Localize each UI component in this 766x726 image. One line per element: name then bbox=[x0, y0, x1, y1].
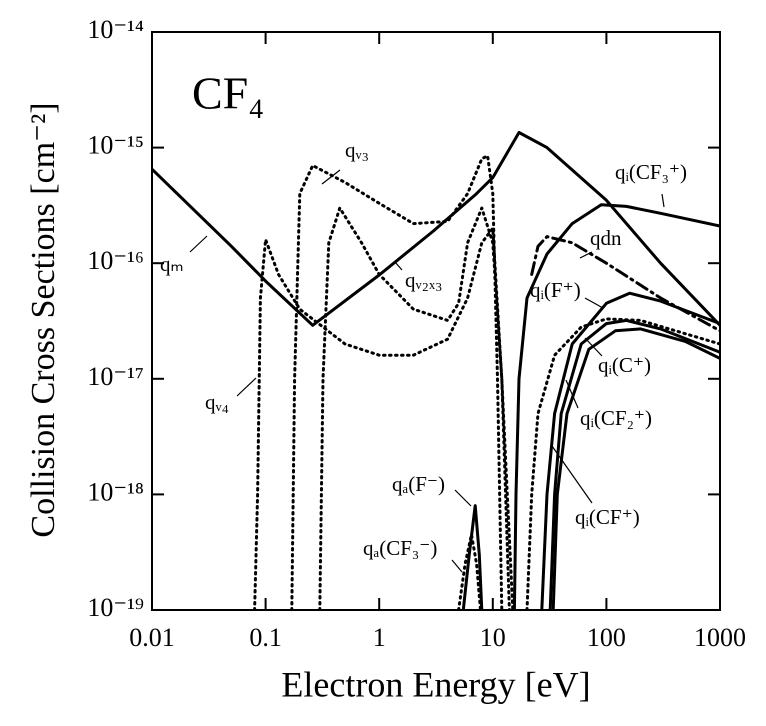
series-label: qᵥ₄ bbox=[205, 390, 229, 414]
label-leader bbox=[584, 297, 604, 309]
series-line bbox=[253, 226, 511, 610]
plot-frame bbox=[151, 31, 721, 611]
y-tick-label: 10⁻¹⁵ bbox=[87, 131, 144, 160]
x-tick-label: 1000 bbox=[694, 623, 746, 652]
label-leader bbox=[236, 377, 257, 397]
x-tick-label: 0.1 bbox=[249, 623, 282, 652]
y-tick-label: 10⁻¹⁷ bbox=[87, 362, 144, 391]
series-label: qₘ bbox=[160, 252, 184, 276]
series-label: qᵢ(C⁺) bbox=[598, 353, 651, 377]
y-tick-label: 10⁻¹⁹ bbox=[87, 593, 144, 622]
x-tick-label: 1 bbox=[373, 623, 386, 652]
label-leader bbox=[321, 169, 341, 185]
series-label: qᵥ₂ₓ₃ bbox=[405, 268, 442, 292]
curves bbox=[152, 131, 720, 610]
series-line bbox=[551, 327, 720, 610]
y-tick-label: 10⁻¹⁴ bbox=[87, 15, 144, 44]
label-leader bbox=[451, 559, 463, 573]
y-axis-label: Collision Cross Sections [cm⁻²] bbox=[25, 102, 62, 537]
x-tick-label: 100 bbox=[587, 623, 626, 652]
series-line bbox=[318, 206, 515, 610]
label-leader bbox=[454, 489, 472, 507]
series-label: qᵢ(CF₃⁺) bbox=[615, 160, 687, 184]
series-label: qᵥ₃ bbox=[345, 138, 369, 162]
series-line bbox=[290, 154, 504, 610]
series-line bbox=[457, 533, 482, 610]
series-label: qdn bbox=[590, 226, 622, 250]
series-line bbox=[548, 318, 720, 610]
series-label: qᵢ(F⁺) bbox=[530, 278, 581, 302]
label-leader bbox=[584, 337, 603, 357]
label-leader bbox=[394, 261, 403, 271]
series-label: qᵢ(CF₂⁺) bbox=[580, 406, 652, 430]
series-line bbox=[152, 131, 720, 327]
label-leader bbox=[661, 193, 665, 208]
y-tick-label: 10⁻¹⁶ bbox=[87, 246, 144, 275]
label-leader bbox=[189, 235, 208, 253]
series-label: qₐ(F⁻) bbox=[392, 472, 445, 496]
series-line bbox=[461, 504, 484, 610]
label-leader bbox=[551, 445, 593, 504]
chart-title: CF₄ bbox=[192, 68, 264, 119]
x-axis-label: Electron Energy [eV] bbox=[281, 664, 590, 704]
series-label: qᵢ(CF⁺) bbox=[575, 505, 640, 529]
series-label: qₐ(CF₃⁻) bbox=[363, 536, 437, 560]
series-line bbox=[530, 235, 720, 333]
label-leader bbox=[565, 379, 579, 409]
x-tick-label: 10 bbox=[480, 623, 506, 652]
label-leader bbox=[579, 251, 593, 259]
x-tick-label: 0.01 bbox=[129, 623, 175, 652]
series-line bbox=[525, 317, 720, 610]
y-tick-label: 10⁻¹⁸ bbox=[87, 477, 144, 506]
